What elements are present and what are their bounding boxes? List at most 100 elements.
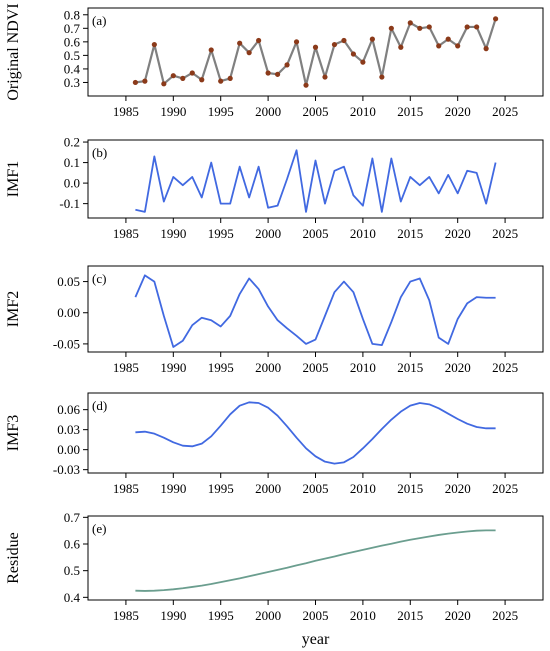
x-tick-label: 2025 [492, 226, 518, 241]
panel-1: 0.30.40.50.60.70.8 1985 1990 1995 2000 2005 20… [5, 3, 544, 119]
data-point [341, 37, 347, 44]
y-tick-label: 0.05 [57, 274, 80, 289]
y-tick-label: 0.1 [64, 155, 80, 170]
x-tick-label: 2000 [255, 360, 281, 375]
data-point [474, 24, 480, 30]
y-tick-label: 0.4 [64, 590, 81, 605]
panel-2: -0.1 0.0 0.1 0.2 1985 1990 1995 2000 2005 2010 201… [5, 135, 544, 241]
x-tick-label: 1990 [160, 481, 186, 496]
x-tick-label: 2025 [492, 360, 518, 375]
x-tick-label: 1995 [208, 608, 234, 623]
x-tick-label: 2020 [445, 608, 471, 623]
x-tick-label: 1995 [208, 104, 234, 119]
x-tick-label: 1985 [113, 360, 139, 375]
x-tick-label: 1990 [160, 608, 186, 623]
data-point [180, 75, 186, 81]
data-point [227, 75, 233, 81]
data-point [274, 71, 281, 77]
panel-label: (d) [92, 398, 107, 413]
data-point [436, 43, 442, 49]
y-axis-label: Original NDVI [5, 3, 22, 100]
y-tick-label: -0.05 [53, 336, 80, 351]
data-point [360, 59, 366, 65]
x-tick-label: 2020 [445, 360, 471, 375]
series-line [135, 18, 497, 87]
x-tick-label: 1990 [160, 360, 186, 375]
x-tick-label: 2025 [492, 481, 518, 496]
data-point [331, 41, 338, 48]
x-tick-label: 2015 [397, 226, 423, 241]
data-point [246, 50, 252, 56]
x-tick-label: 2015 [397, 481, 423, 496]
data-point [398, 44, 404, 50]
y-tick-label: 0.3 [64, 75, 80, 90]
data-point [426, 24, 432, 30]
data-point [151, 41, 157, 48]
series-line [135, 529, 496, 592]
data-point [170, 73, 176, 79]
data-point [455, 43, 461, 49]
y-tick-label: 0.2 [64, 135, 80, 150]
y-tick-label: 0.0 [64, 176, 80, 191]
y-tick-label: 0.06 [57, 402, 80, 417]
x-tick-label: 2020 [445, 104, 471, 119]
data-point [379, 74, 385, 80]
data-point [493, 16, 499, 22]
plot-frame [87, 515, 544, 601]
x-tick-label: 2020 [445, 481, 471, 496]
x-tick-label: 2010 [350, 104, 376, 119]
data-point [284, 62, 290, 68]
x-tick-label: 2000 [255, 608, 281, 623]
panel-5: 0.4 0.5 0.6 0.7 1985 1990 1995 2000 2005 2010 2015… [5, 510, 544, 648]
data-point [132, 79, 138, 86]
data-point [199, 77, 205, 83]
x-tick-label: 2000 [255, 104, 281, 119]
panel-label: (e) [92, 521, 106, 536]
x-tick-label: 1995 [208, 481, 234, 496]
y-tick-label: -0.03 [53, 462, 80, 477]
x-tick-label: 2005 [303, 104, 329, 119]
y-tick-label: 0.8 [64, 7, 80, 22]
y-tick-label: 0.6 [64, 537, 81, 552]
x-tick-label: 1985 [113, 481, 139, 496]
data-point [161, 81, 167, 87]
data-point [303, 82, 309, 88]
y-tick-label: 0.7 [64, 21, 81, 36]
x-tick-label: 2015 [397, 608, 423, 623]
x-tick-label: 2010 [350, 481, 376, 496]
x-tick-label: 2025 [492, 608, 518, 623]
x-tick-label: 2020 [445, 226, 471, 241]
panel-label: (c) [92, 271, 106, 286]
x-tick-label: 1995 [208, 226, 234, 241]
x-tick-label: 2000 [255, 481, 281, 496]
data-point [208, 47, 214, 53]
panel-label: (a) [92, 13, 106, 28]
y-axis-label: IMF3 [5, 415, 22, 451]
x-tick-label: 1985 [113, 104, 139, 119]
data-point [369, 36, 375, 42]
x-tick-label: 1995 [208, 360, 234, 375]
y-tick-label: 0.00 [57, 305, 80, 320]
data-point [189, 70, 195, 76]
x-tick-label: 2010 [350, 608, 376, 623]
x-axis-label: year [302, 631, 330, 648]
data-point [350, 51, 357, 57]
x-tick-label: 1990 [160, 104, 186, 119]
y-axis-label: Residue [5, 532, 22, 584]
data-point [464, 24, 470, 30]
x-tick-label: 1985 [113, 226, 139, 241]
series-line [135, 401, 496, 465]
plot-frame [87, 139, 544, 219]
data-point [293, 39, 300, 45]
data-point [388, 25, 394, 31]
y-tick-label: 0.5 [64, 563, 80, 578]
panel-label: (b) [92, 145, 107, 160]
data-point [142, 78, 148, 84]
x-tick-label: 2010 [350, 226, 376, 241]
data-point [237, 40, 243, 46]
x-tick-label: 2005 [303, 226, 329, 241]
x-tick-label: 2015 [397, 104, 423, 119]
plot-frame [87, 392, 544, 474]
y-tick-label: -0.1 [59, 196, 80, 211]
